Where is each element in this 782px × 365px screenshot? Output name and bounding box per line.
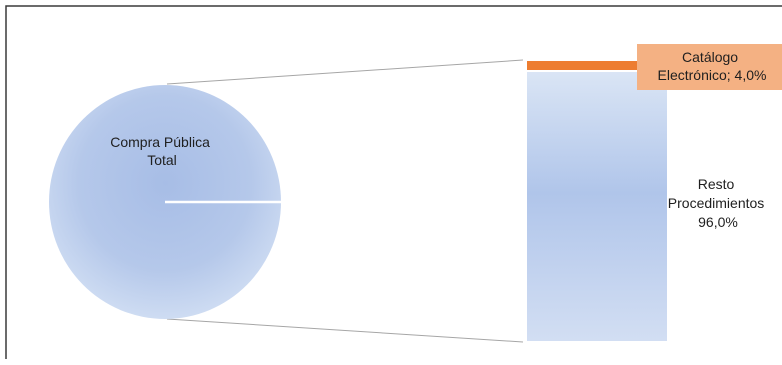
catalogo-label: Catálogo Electrónico; 4,0% <box>658 49 767 83</box>
resto-label: Resto Procedimientos 96,0% <box>668 176 768 230</box>
breakdown-bar <box>527 61 667 341</box>
bar-segment-resto-procedimientos <box>527 72 667 341</box>
connector-line-bottom <box>166 318 524 343</box>
resto-label-line: Procedimientos <box>668 195 765 211</box>
resto-label-line: 96,0% <box>698 214 738 230</box>
pie-label-line: Compra Pública <box>110 134 210 150</box>
bar-segment-catalogo-electronico <box>527 61 667 70</box>
resto-label-line: Resto <box>698 176 735 192</box>
catalogo-label-box <box>637 44 782 90</box>
pie-label: Compra Pública Total <box>110 134 214 168</box>
pie-label-line: Total <box>147 152 177 168</box>
catalogo-label-line: Electrónico; 4,0% <box>658 67 767 83</box>
catalogo-label-line: Catálogo <box>682 49 738 65</box>
connector-line-top <box>166 59 524 85</box>
chart-area-border <box>5 5 782 359</box>
